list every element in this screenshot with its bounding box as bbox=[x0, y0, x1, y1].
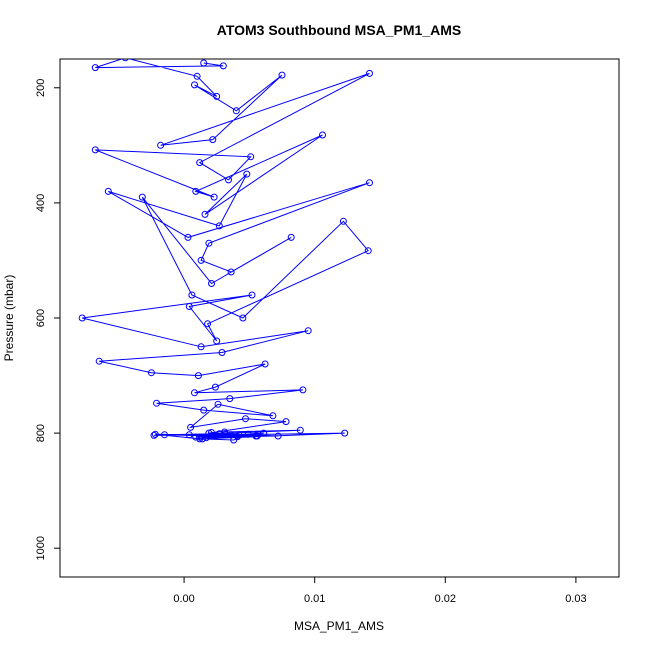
x-tick-label: 0.02 bbox=[435, 593, 456, 605]
x-tick-label: 0.01 bbox=[304, 593, 325, 605]
data-point bbox=[230, 436, 238, 444]
data-point bbox=[208, 280, 215, 287]
data-point bbox=[191, 81, 198, 89]
y-tick-label: 800 bbox=[35, 424, 47, 442]
data-point bbox=[274, 432, 282, 440]
data-point bbox=[95, 357, 103, 365]
data-point bbox=[366, 179, 373, 187]
data-point bbox=[205, 239, 213, 247]
data-point bbox=[213, 92, 221, 100]
data-point bbox=[235, 431, 243, 439]
data-point bbox=[319, 131, 326, 139]
data-point bbox=[341, 429, 349, 437]
data-point bbox=[153, 399, 161, 407]
data-point bbox=[196, 159, 204, 167]
data-point bbox=[200, 59, 208, 67]
data-point bbox=[151, 430, 159, 438]
x-axis-label: MSA_PM1_AMS bbox=[294, 619, 384, 633]
data-point bbox=[269, 412, 277, 420]
data-point bbox=[200, 406, 208, 414]
x-tick-label: 0.03 bbox=[565, 593, 586, 605]
y-tick-label: 600 bbox=[35, 309, 47, 327]
data-point bbox=[187, 423, 195, 431]
data-point bbox=[219, 62, 227, 70]
data-point bbox=[161, 431, 168, 439]
data-point bbox=[215, 222, 223, 230]
data-point bbox=[225, 176, 232, 184]
data-point bbox=[278, 71, 286, 79]
data-point bbox=[208, 429, 215, 436]
data-point bbox=[192, 187, 200, 195]
data-point bbox=[104, 187, 112, 195]
data-point bbox=[185, 303, 193, 310]
data-point bbox=[138, 193, 146, 201]
data-point bbox=[226, 395, 234, 403]
data-point bbox=[211, 383, 219, 391]
data-point bbox=[339, 217, 347, 225]
data-point bbox=[243, 170, 251, 178]
data-point bbox=[188, 291, 196, 299]
data-point bbox=[261, 360, 269, 368]
data-point bbox=[91, 64, 99, 72]
data-point bbox=[209, 136, 217, 144]
data-point bbox=[185, 431, 193, 439]
data-point bbox=[221, 430, 229, 438]
data-point bbox=[248, 291, 256, 299]
data-point bbox=[78, 314, 86, 322]
plot-frame bbox=[59, 58, 620, 578]
data-point bbox=[197, 343, 205, 351]
data-point bbox=[299, 386, 307, 394]
data-point bbox=[194, 372, 202, 380]
data-point bbox=[247, 153, 255, 161]
data-point bbox=[242, 415, 249, 423]
y-axis: 200 400 600 800 1000 bbox=[35, 79, 60, 560]
data-point bbox=[282, 418, 290, 426]
data-point bbox=[304, 327, 312, 335]
data-point bbox=[197, 256, 205, 264]
series-lines bbox=[82, 59, 370, 441]
data-point bbox=[227, 268, 235, 276]
data-point bbox=[204, 320, 212, 328]
data-point bbox=[157, 141, 165, 149]
chart-title: ATOM3 Southbound MSA_PM1_AMS bbox=[217, 22, 461, 38]
data-point bbox=[191, 389, 198, 397]
series-points bbox=[78, 59, 373, 444]
data-point bbox=[214, 400, 222, 408]
x-axis: 0.00 0.01 0.02 0.03 bbox=[173, 577, 587, 605]
x-tick-label: 0.00 bbox=[173, 593, 194, 605]
data-point bbox=[234, 433, 242, 441]
y-tick-label: 400 bbox=[35, 194, 47, 212]
data-point bbox=[287, 233, 295, 241]
data-point bbox=[91, 146, 99, 154]
data-point bbox=[150, 431, 158, 439]
data-point bbox=[193, 72, 201, 80]
data-point bbox=[213, 337, 221, 345]
data-point bbox=[364, 247, 372, 255]
data-point bbox=[201, 210, 209, 218]
data-point bbox=[210, 193, 218, 201]
data-point bbox=[192, 433, 200, 441]
data-point bbox=[244, 430, 252, 438]
data-point bbox=[215, 430, 223, 438]
data-point bbox=[218, 349, 226, 356]
y-tick-label: 200 bbox=[35, 79, 47, 97]
data-point bbox=[122, 59, 129, 62]
data-point bbox=[252, 432, 260, 440]
data-point bbox=[296, 426, 304, 434]
data-point bbox=[147, 369, 155, 377]
data-point bbox=[366, 69, 373, 77]
y-tick-label: 1000 bbox=[35, 536, 47, 560]
data-point bbox=[184, 233, 192, 241]
data-point bbox=[196, 433, 204, 441]
data-point bbox=[260, 429, 268, 437]
data-point bbox=[239, 314, 247, 322]
data-point bbox=[202, 434, 210, 442]
y-axis-label: Pressure (mbar) bbox=[2, 275, 16, 362]
data-point bbox=[232, 107, 240, 115]
series-line bbox=[82, 59, 370, 441]
